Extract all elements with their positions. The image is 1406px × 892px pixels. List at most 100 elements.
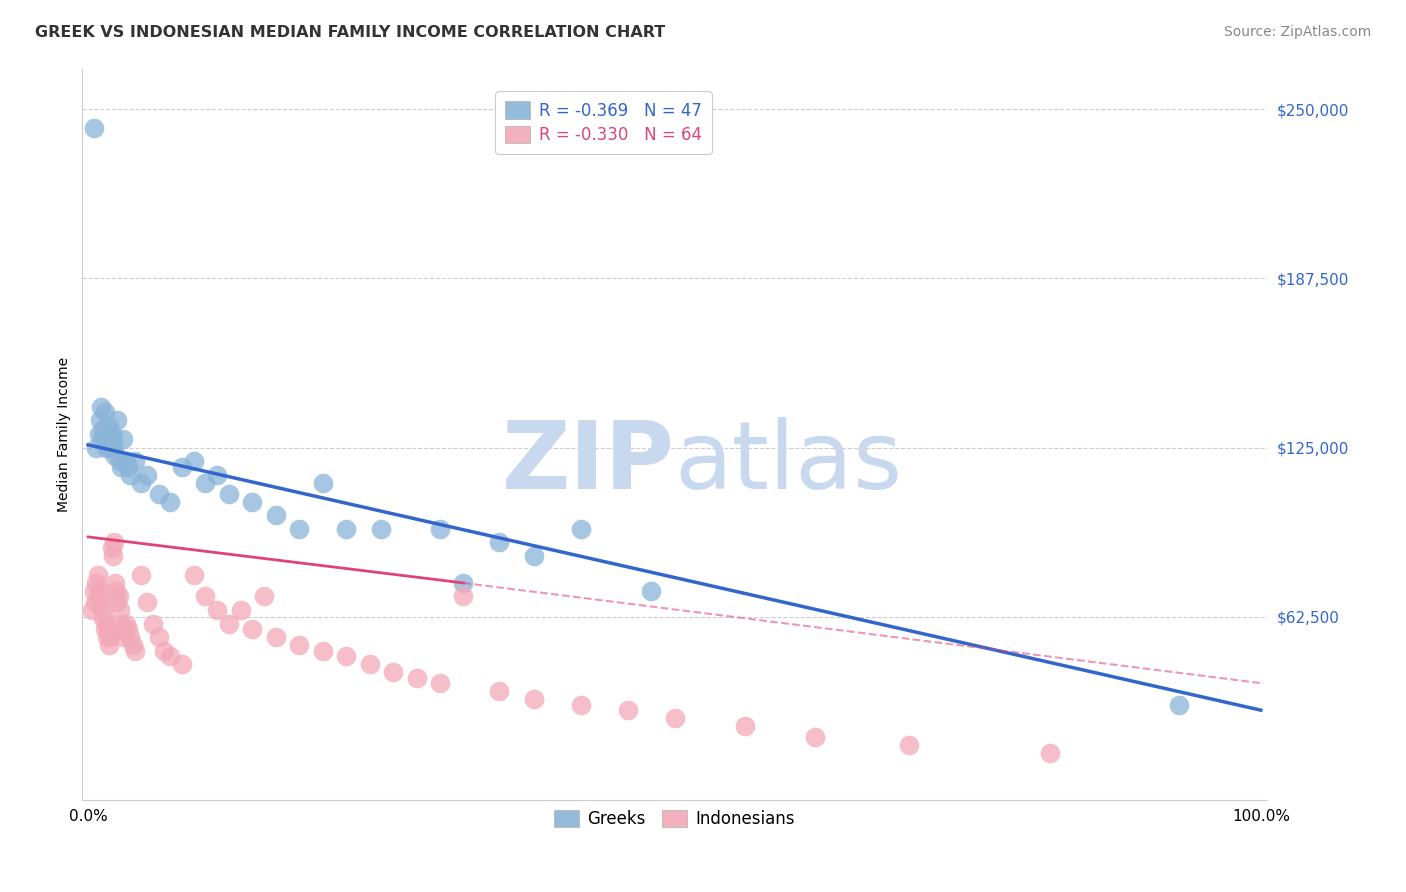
Point xyxy=(359,657,381,672)
Point xyxy=(100,630,122,644)
Point xyxy=(111,622,134,636)
Point xyxy=(898,739,921,753)
Point xyxy=(96,630,118,644)
Point xyxy=(129,567,152,582)
Legend: Greeks, Indonesians: Greeks, Indonesians xyxy=(547,804,801,835)
Point xyxy=(312,475,335,490)
Point xyxy=(523,549,546,563)
Point xyxy=(135,595,157,609)
Point xyxy=(129,475,152,490)
Point xyxy=(83,584,105,599)
Point xyxy=(429,522,451,536)
Point xyxy=(264,508,287,523)
Point xyxy=(312,643,335,657)
Point xyxy=(114,616,136,631)
Point xyxy=(86,576,108,591)
Text: Source: ZipAtlas.com: Source: ZipAtlas.com xyxy=(1223,25,1371,39)
Point xyxy=(117,622,139,636)
Point xyxy=(569,698,592,712)
Point xyxy=(120,630,142,644)
Point xyxy=(124,643,146,657)
Point xyxy=(105,584,128,599)
Point xyxy=(112,433,135,447)
Point xyxy=(103,441,125,455)
Point xyxy=(120,467,142,482)
Point xyxy=(170,657,193,672)
Point xyxy=(83,121,105,136)
Point xyxy=(87,427,110,442)
Point xyxy=(159,648,181,663)
Point xyxy=(98,418,121,433)
Point xyxy=(616,703,638,717)
Point xyxy=(170,459,193,474)
Point xyxy=(453,576,475,591)
Point xyxy=(135,467,157,482)
Point xyxy=(94,441,117,455)
Point xyxy=(107,595,129,609)
Point xyxy=(335,522,357,536)
Point xyxy=(1039,747,1062,761)
Point xyxy=(488,535,510,549)
Point xyxy=(97,622,120,636)
Point xyxy=(240,494,263,508)
Point xyxy=(429,676,451,690)
Point xyxy=(93,422,115,436)
Point xyxy=(117,459,139,474)
Point xyxy=(205,603,228,617)
Point xyxy=(107,590,129,604)
Point xyxy=(108,603,131,617)
Point xyxy=(110,616,132,631)
Point xyxy=(80,603,103,617)
Point xyxy=(90,595,112,609)
Point xyxy=(97,427,120,442)
Point xyxy=(153,643,176,657)
Point xyxy=(94,616,117,631)
Point xyxy=(194,590,217,604)
Point xyxy=(240,622,263,636)
Text: GREEK VS INDONESIAN MEDIAN FAMILY INCOME CORRELATION CHART: GREEK VS INDONESIAN MEDIAN FAMILY INCOME… xyxy=(35,25,665,40)
Point xyxy=(253,590,276,604)
Point xyxy=(453,590,475,604)
Point xyxy=(734,719,756,733)
Point xyxy=(382,665,405,680)
Point xyxy=(93,405,115,419)
Point xyxy=(101,549,124,563)
Point xyxy=(218,616,240,631)
Point xyxy=(100,441,122,455)
Point xyxy=(229,603,252,617)
Point xyxy=(101,433,124,447)
Point xyxy=(159,494,181,508)
Point xyxy=(194,475,217,490)
Point xyxy=(103,535,125,549)
Point xyxy=(148,486,170,500)
Point xyxy=(288,522,311,536)
Point xyxy=(84,595,107,609)
Point xyxy=(98,638,121,652)
Point xyxy=(107,413,129,427)
Point xyxy=(288,638,311,652)
Point xyxy=(91,433,114,447)
Point xyxy=(90,400,112,414)
Point xyxy=(405,671,427,685)
Point xyxy=(664,711,686,725)
Point xyxy=(218,486,240,500)
Point xyxy=(91,603,114,617)
Point xyxy=(89,413,111,427)
Point xyxy=(205,467,228,482)
Point xyxy=(124,454,146,468)
Text: ZIP: ZIP xyxy=(502,417,675,509)
Point xyxy=(1167,698,1189,712)
Point xyxy=(114,454,136,468)
Point xyxy=(121,638,143,652)
Point xyxy=(86,567,108,582)
Point xyxy=(104,576,127,591)
Point xyxy=(93,611,115,625)
Point xyxy=(110,459,132,474)
Point xyxy=(93,622,115,636)
Point xyxy=(183,454,205,468)
Point xyxy=(804,731,827,745)
Point xyxy=(100,541,122,555)
Point xyxy=(148,630,170,644)
Point xyxy=(112,630,135,644)
Point xyxy=(569,522,592,536)
